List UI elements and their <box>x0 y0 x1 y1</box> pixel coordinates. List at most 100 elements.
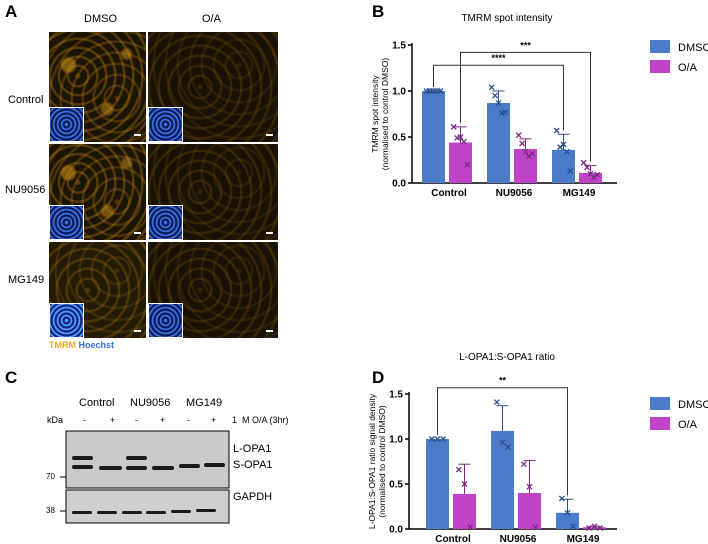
band-s-opa1 <box>204 463 225 467</box>
y-tick-label: 0.0 <box>392 179 406 190</box>
data-point <box>464 161 471 168</box>
band-gapdh <box>146 511 166 514</box>
y-axis-label: TMRM spot intensity(normalised to contro… <box>370 58 390 171</box>
chart-title: TMRM spot intensity <box>461 13 552 24</box>
micrograph-mg149-dmso <box>49 242 146 338</box>
x-tick-label: NU9056 <box>500 534 537 544</box>
bar-dmso-mg149 <box>552 149 575 183</box>
band-gapdh <box>97 511 117 514</box>
bar-oa-control <box>453 493 476 529</box>
hoechst-inset <box>148 303 183 338</box>
data-point <box>520 461 527 468</box>
data-point <box>558 495 565 502</box>
kda-label: kDa <box>47 415 64 425</box>
stain-hoechst: Hoechst <box>78 340 115 350</box>
data-point <box>434 436 441 442</box>
band-s-opa1 <box>99 466 122 470</box>
stain-tmrm: TMRM <box>49 340 76 350</box>
data-point <box>502 109 509 116</box>
micrograph-control-dmso <box>49 32 146 142</box>
micrograph-control-oa <box>148 32 278 142</box>
y-tick-label: 0.5 <box>392 133 406 144</box>
data-point <box>526 483 533 490</box>
data-point <box>532 524 539 531</box>
legend-swatch-oa <box>650 60 670 73</box>
panel-label-b: B <box>372 2 385 21</box>
hoechst-inset <box>148 205 183 240</box>
data-point <box>450 123 457 130</box>
band-s-opa1 <box>179 464 200 468</box>
data-point <box>460 138 467 145</box>
legend-label: O/A <box>678 62 698 74</box>
bar-dmso-mg149 <box>556 512 579 529</box>
legend-label: DMSO <box>678 42 708 54</box>
treatment-label: 1 M O/A (3hr) <box>232 415 289 425</box>
data-point <box>522 148 529 155</box>
hoechst-inset <box>49 107 84 142</box>
data-point <box>455 466 462 473</box>
panel-label-c: C <box>5 368 18 387</box>
data-point <box>580 159 587 166</box>
bar-dmso-control <box>426 439 449 529</box>
data-point <box>505 444 512 451</box>
y-tick-label: 0.0 <box>389 525 403 536</box>
blot-group-mg149: MG149 <box>186 397 223 409</box>
scale-bar <box>134 232 141 234</box>
blot-opa1-membrane <box>65 430 230 489</box>
row-label-control: Control <box>8 94 44 106</box>
data-point <box>488 84 495 91</box>
band-label-l-opa1: L-OPA1 <box>233 443 272 455</box>
significance-bracket <box>460 51 591 162</box>
column-header-dmso: DMSO <box>84 13 117 25</box>
legend-label: O/A <box>678 419 698 431</box>
data-point <box>594 171 601 178</box>
bar-dmso-control <box>422 91 445 183</box>
panel-label-a: A <box>5 2 18 21</box>
band-s-opa1 <box>152 466 174 470</box>
data-point <box>492 92 499 99</box>
data-point <box>553 127 560 134</box>
treatment-sign: - <box>187 415 190 425</box>
scale-bar <box>134 134 141 136</box>
row-label-mg149: MG149 <box>8 274 45 286</box>
hoechst-inset <box>49 303 84 338</box>
data-point <box>585 525 592 532</box>
band-label-s-opa1: S-OPA1 <box>233 459 273 471</box>
bar-dmso-nu9056 <box>491 430 514 529</box>
data-point <box>584 164 591 171</box>
data-point <box>467 524 474 531</box>
legend-swatch-dmso <box>650 40 670 53</box>
band-gapdh <box>171 510 191 513</box>
data-point <box>570 523 577 530</box>
hoechst-inset <box>49 205 84 240</box>
band-s-opa1 <box>126 466 147 470</box>
x-tick-label: MG149 <box>567 534 600 544</box>
row-label-nu9056: NU9056 <box>5 184 46 196</box>
scale-bar <box>134 330 141 332</box>
y-tick-label: 1.5 <box>392 41 406 52</box>
blot-group-control: Control <box>79 397 115 409</box>
x-tick-label: Control <box>435 534 471 544</box>
scale-bar <box>266 134 273 136</box>
column-header-oa: O/A <box>202 13 221 25</box>
bar-oa-nu9056 <box>518 493 541 529</box>
scale-bar <box>266 232 273 234</box>
treatment-sign: + <box>110 415 116 425</box>
data-point <box>519 140 526 147</box>
band-l-opa1 <box>72 456 93 460</box>
y-tick-label: 1.5 <box>389 390 403 401</box>
band-l-opa1 <box>126 456 147 460</box>
blot-gapdh-membrane <box>65 489 230 524</box>
micrograph-nu9056-oa <box>148 144 278 240</box>
hoechst-inset <box>148 107 183 142</box>
chart-title: L-OPA1:S-OPA1 ratio <box>459 352 555 363</box>
data-point <box>428 436 435 442</box>
bar-oa-mg149 <box>579 172 602 183</box>
data-point <box>457 134 464 140</box>
micrograph-grid <box>48 31 279 339</box>
y-tick-label: 1.0 <box>389 435 403 446</box>
data-point <box>499 439 506 446</box>
data-point <box>440 436 447 442</box>
data-point <box>461 481 468 487</box>
